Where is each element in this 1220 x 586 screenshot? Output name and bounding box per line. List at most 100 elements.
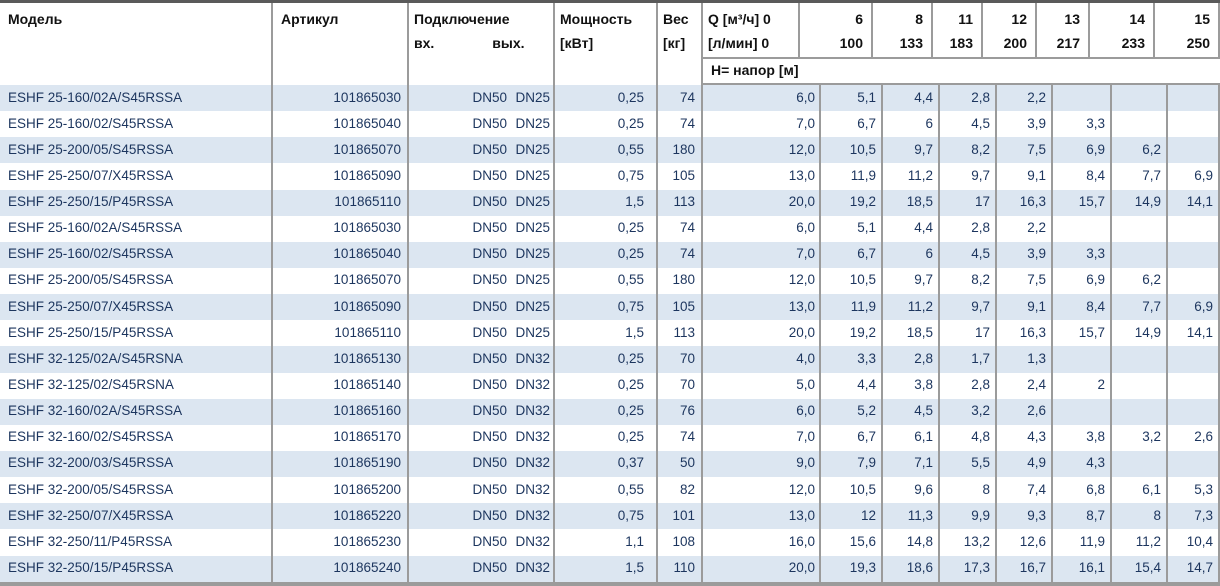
- weight-cell: 76: [658, 398, 703, 425]
- head-value: 9,7: [940, 294, 997, 321]
- article-cell: 101865070: [273, 267, 409, 295]
- col-header-connection: Подключение вх. вых.: [409, 3, 555, 85]
- head-value: 8,2: [940, 267, 997, 295]
- head-value-q0: 12,0: [703, 477, 821, 504]
- q-lmin-value: 100: [839, 35, 863, 51]
- head-value-q0: 20,0: [703, 555, 821, 582]
- model-cell: ESHF 25-160/02/S45RSSA: [0, 111, 273, 138]
- connection-cell: DN50 DN25: [409, 111, 555, 138]
- col-header-weight: Вес [кг]: [658, 3, 703, 85]
- weight-cell: 180: [658, 267, 703, 295]
- flow-header-area: Q [м³/ч] 0 [л/мин] 0 6 100 8 133 11 183 12 200 1…: [703, 3, 1220, 85]
- head-value-q0: 9,0: [703, 450, 821, 478]
- head-value: 3,2: [1112, 424, 1168, 451]
- q-lmin-label: [л/мин] 0: [708, 35, 770, 51]
- q-m3h-value: 6: [855, 11, 863, 27]
- head-value: 3,3: [1053, 111, 1112, 138]
- connection-cell: DN50 DN25: [409, 294, 555, 321]
- table-row: ESHF 25-200/05/S45RSSA 101865070 DN50 DN25 0…: [0, 267, 1220, 295]
- head-value: [1112, 215, 1168, 242]
- connection-cell: DN50 DN32: [409, 450, 555, 478]
- conn-out-value: DN25: [515, 246, 550, 262]
- head-value: 6,9: [1053, 267, 1112, 295]
- head-value: 2,8: [940, 85, 997, 112]
- table-row: ESHF 32-200/05/S45RSSA 101865200 DN50 DN32 0…: [0, 477, 1220, 504]
- head-value-q0: 6,0: [703, 85, 821, 112]
- head-value: 11,3: [883, 503, 940, 530]
- article-cell: 101865240: [273, 555, 409, 582]
- head-value-q0: 5,0: [703, 372, 821, 399]
- col-header-article: Артикул: [273, 3, 409, 85]
- weight-cell: 70: [658, 372, 703, 399]
- head-value: 5,1: [821, 85, 883, 112]
- head-value: 7,7: [1112, 294, 1168, 321]
- table-row: ESHF 25-250/15/P45RSSA 101865110 DN50 DN25 1…: [0, 320, 1220, 347]
- head-value-q0: 6,0: [703, 398, 821, 425]
- head-value: 18,5: [883, 189, 940, 216]
- conn-out-value: DN32: [515, 455, 550, 471]
- q-lmin-value: 183: [949, 35, 973, 51]
- head-value-q0: 7,0: [703, 111, 821, 138]
- head-value: 4,5: [940, 111, 997, 138]
- article-cell: 101865040: [273, 241, 409, 268]
- head-value-q0: 4,0: [703, 346, 821, 373]
- head-value-q0: 12,0: [703, 137, 821, 164]
- table-row: ESHF 32-125/02A/S45RSNA 101865130 DN50 DN32…: [0, 346, 1220, 373]
- head-value: 3,8: [883, 372, 940, 399]
- article-cell: 101865090: [273, 163, 409, 190]
- table-row: ESHF 25-160/02A/S45RSSA 101865030 DN50 DN25…: [0, 215, 1220, 242]
- head-value-q0: 13,0: [703, 294, 821, 321]
- head-value: 4,3: [997, 424, 1053, 451]
- table-row: ESHF 25-250/07/X45RSSA 101865090 DN50 DN25 0…: [0, 294, 1220, 321]
- weight-cell: 70: [658, 346, 703, 373]
- connection-cell: DN50 DN32: [409, 477, 555, 504]
- head-value: [1168, 85, 1220, 112]
- conn-out-value: DN25: [515, 272, 550, 288]
- head-value: 7,9: [821, 450, 883, 478]
- head-value: 17: [940, 189, 997, 216]
- head-value: 2: [1053, 372, 1112, 399]
- power-cell: 0,55: [555, 267, 658, 295]
- head-value: 14,1: [1168, 320, 1220, 347]
- power-cell: 1,5: [555, 189, 658, 216]
- weight-cell: 105: [658, 163, 703, 190]
- head-value-q0: 13,0: [703, 163, 821, 190]
- head-value: 6,9: [1168, 294, 1220, 321]
- model-cell: ESHF 32-200/05/S45RSSA: [0, 477, 273, 504]
- table-row: ESHF 25-250/07/X45RSSA 101865090 DN50 DN25 0…: [0, 163, 1220, 190]
- head-row-label: Н= напор [м]: [703, 57, 1220, 85]
- connection-cell: DN50 DN25: [409, 137, 555, 164]
- model-cell: ESHF 32-250/15/P45RSSA: [0, 555, 273, 582]
- head-value: 16,7: [997, 555, 1053, 582]
- connection-cell: DN50 DN32: [409, 346, 555, 373]
- table-row: ESHF 32-250/11/P45RSSA 101865230 DN50 DN32 1…: [0, 529, 1220, 556]
- head-value: 2,8: [940, 372, 997, 399]
- table-row: ESHF 25-160/02/S45RSSA 101865040 DN50 DN25 0…: [0, 111, 1220, 138]
- head-value: 4,4: [883, 215, 940, 242]
- article-cell: 101865070: [273, 137, 409, 164]
- model-cell: ESHF 32-160/02/S45RSSA: [0, 424, 273, 451]
- connection-cell: DN50 DN25: [409, 163, 555, 190]
- model-cell: ESHF 32-200/03/S45RSSA: [0, 450, 273, 478]
- table-row: ESHF 25-160/02/S45RSSA 101865040 DN50 DN25 0…: [0, 241, 1220, 268]
- conn-out-value: DN32: [515, 429, 550, 445]
- head-value: 2,6: [1168, 424, 1220, 451]
- head-value: 2,6: [997, 398, 1053, 425]
- q-column-header: 11 183: [933, 3, 983, 57]
- connection-cell: DN50 DN25: [409, 215, 555, 242]
- head-value: 12,6: [997, 529, 1053, 556]
- head-value: 6,1: [1112, 477, 1168, 504]
- q-zero-header: Q [м³/ч] 0 [л/мин] 0: [703, 3, 800, 57]
- power-cell: 1,5: [555, 320, 658, 347]
- head-value: 14,9: [1112, 189, 1168, 216]
- head-value: [1168, 241, 1220, 268]
- head-value: [1112, 346, 1168, 373]
- head-value: 6,9: [1053, 137, 1112, 164]
- conn-out-value: DN25: [515, 194, 550, 210]
- head-value: 7,1: [883, 450, 940, 478]
- q-lmin-value: 250: [1186, 35, 1210, 51]
- head-value: 10,4: [1168, 529, 1220, 556]
- q-m3h-value: 15: [1194, 11, 1210, 27]
- head-value: 3,3: [1053, 241, 1112, 268]
- conn-in-value: DN50: [472, 194, 507, 210]
